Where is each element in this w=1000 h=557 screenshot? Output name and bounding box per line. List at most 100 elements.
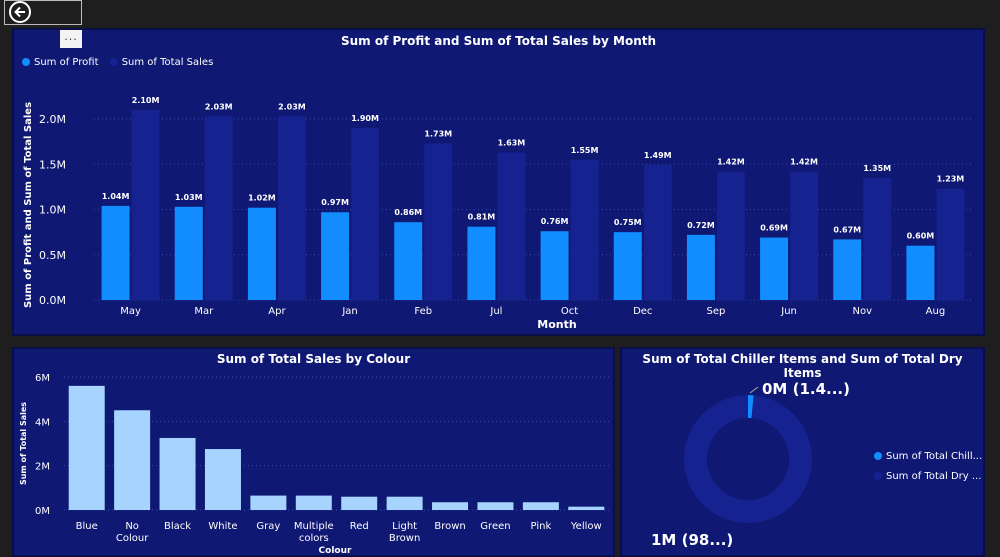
bar-sales	[131, 110, 160, 300]
bar-sales	[386, 496, 423, 510]
data-label-profit: 0.69M	[760, 224, 788, 233]
legend-dot-icon	[874, 472, 882, 480]
bar-profit	[247, 207, 276, 300]
data-label-profit: 0.72M	[687, 221, 715, 230]
x-tick-label: Apr	[268, 306, 286, 317]
data-label-profit: 1.03M	[175, 193, 203, 202]
bar-sales	[716, 171, 745, 300]
y-tick-label: 2.0M	[39, 113, 66, 126]
bar-sales	[68, 385, 105, 510]
x-tick-label: Gray	[256, 521, 280, 532]
more-options-button[interactable]: ...	[60, 30, 82, 48]
bar-sales	[936, 188, 965, 300]
chart-title: Sum of Profit and Sum of Total Sales by …	[340, 34, 657, 48]
y-tick-label: 2M	[35, 462, 50, 473]
data-label-sales: 1.42M	[717, 158, 745, 167]
x-tick-label: Pink	[531, 521, 552, 532]
x-tick-label: Multiple colors	[294, 521, 334, 544]
legend-item-sales[interactable]: Sum of Total Sales	[109, 57, 213, 68]
bar-sales	[790, 171, 819, 300]
legend-item-profit[interactable]: Sum of Profit	[22, 57, 99, 68]
data-label-sales: 1.42M	[790, 158, 818, 167]
legend-dot-icon	[109, 58, 118, 66]
bar-sales	[477, 502, 514, 510]
bar-chart-colour: 0M 2M 4M 6M Sum of Total Sales Colour Blue No Co…	[19, 373, 609, 555]
bar-profit	[321, 212, 350, 300]
bar-profit	[613, 232, 642, 300]
y-axis-label: Sum of Total Sales	[19, 402, 28, 485]
donut-slice-chiller	[748, 395, 754, 419]
data-label-profit: 0.86M	[394, 208, 422, 217]
bar-sales	[277, 116, 306, 300]
bar-sales	[295, 495, 332, 510]
data-label-profit: 0.75M	[614, 218, 642, 227]
x-axis-label: Month	[537, 318, 576, 331]
data-label-sales: 1.73M	[424, 129, 452, 138]
x-tick-label: Mar	[194, 306, 214, 317]
bar-sales	[204, 116, 233, 300]
y-tick-label: 0.0M	[39, 294, 66, 307]
y-tick-label: 6M	[35, 373, 50, 384]
back-arrow-icon	[9, 1, 31, 23]
x-tick-label: Blue	[76, 521, 98, 532]
data-label-sales: 1.63M	[498, 139, 526, 148]
y-tick-label: 1.0M	[39, 204, 66, 217]
bar-sales	[863, 177, 892, 300]
chart-title: Sum of Total Sales by Colour	[216, 352, 411, 366]
chart-panel-profit-sales: Sum of Profit and Sum of Total Sales by …	[12, 28, 985, 336]
bar-sales	[497, 152, 526, 300]
bar-profit	[686, 234, 715, 300]
data-label-profit: 0.76M	[541, 217, 569, 226]
donut-slice-dry	[683, 395, 812, 523]
x-tick-label: Light Brown	[389, 521, 420, 544]
y-tick-label: 0M	[35, 506, 50, 517]
data-label-profit: 0.97M	[321, 198, 349, 207]
chart-panel-chiller-dry: Sum of Total Chiller Items and Sum of To…	[620, 347, 985, 557]
chart-title: Sum of Total Chiller Items and Sum of To…	[642, 352, 963, 380]
bar-sales	[570, 159, 599, 300]
back-button[interactable]	[4, 0, 82, 25]
x-tick-label: Sep	[706, 306, 725, 317]
data-label-profit: 1.02M	[248, 194, 276, 203]
bar-sales	[643, 165, 672, 300]
data-label-chiller: 0M (1.4...)	[762, 380, 850, 398]
bar-profit	[906, 245, 935, 300]
x-tick-label: May	[120, 306, 141, 317]
data-label-sales: 1.55M	[571, 146, 599, 155]
x-tick-label: Green	[480, 521, 510, 532]
bar-chart-month: 0.0M 0.5M 1.0M 1.5M 2.0M Sum of Profit and Su…	[23, 96, 972, 331]
x-axis-label: Colour	[319, 546, 352, 555]
x-tick-label: Jun	[780, 306, 797, 317]
data-label-profit: 1.04M	[102, 192, 130, 201]
bar-sales	[204, 449, 241, 510]
y-tick-label: 0.5M	[39, 249, 66, 262]
legend-item-chiller[interactable]: Sum of Total Chill...	[874, 447, 982, 467]
legend-dot-icon	[22, 58, 30, 66]
bar-sales	[250, 495, 287, 510]
x-tick-label: Red	[350, 521, 369, 532]
legend-item-dry[interactable]: Sum of Total Dry ...	[874, 467, 982, 487]
data-label-sales: 2.03M	[278, 102, 306, 111]
y-tick-label: 4M	[35, 417, 50, 428]
bar-sales	[351, 128, 380, 300]
x-tick-label: Nov	[852, 306, 872, 317]
x-tick-label: Yellow	[570, 521, 602, 532]
x-tick-label: Dec	[633, 306, 652, 317]
x-tick-label: Jul	[489, 306, 502, 317]
bar-profit	[760, 237, 789, 300]
data-label-sales: 2.10M	[132, 96, 160, 105]
x-tick-label: Aug	[926, 306, 946, 317]
bar-profit	[540, 231, 569, 300]
bar-sales	[432, 502, 469, 510]
bar-sales	[568, 506, 605, 510]
legend-dot-icon	[874, 452, 882, 460]
data-label-sales: 1.49M	[644, 151, 672, 160]
bar-profit	[833, 239, 862, 300]
x-tick-label: Jan	[341, 306, 357, 317]
chart-panel-sales-by-colour: Sum of Total Sales by Colour 0M 2M 4M 6M Sum…	[12, 347, 615, 557]
bar-sales	[522, 502, 559, 510]
x-tick-label: Feb	[414, 306, 432, 317]
x-tick-label: Brown	[434, 521, 465, 532]
x-tick-label: White	[208, 521, 237, 532]
data-label-profit: 0.81M	[468, 213, 496, 222]
